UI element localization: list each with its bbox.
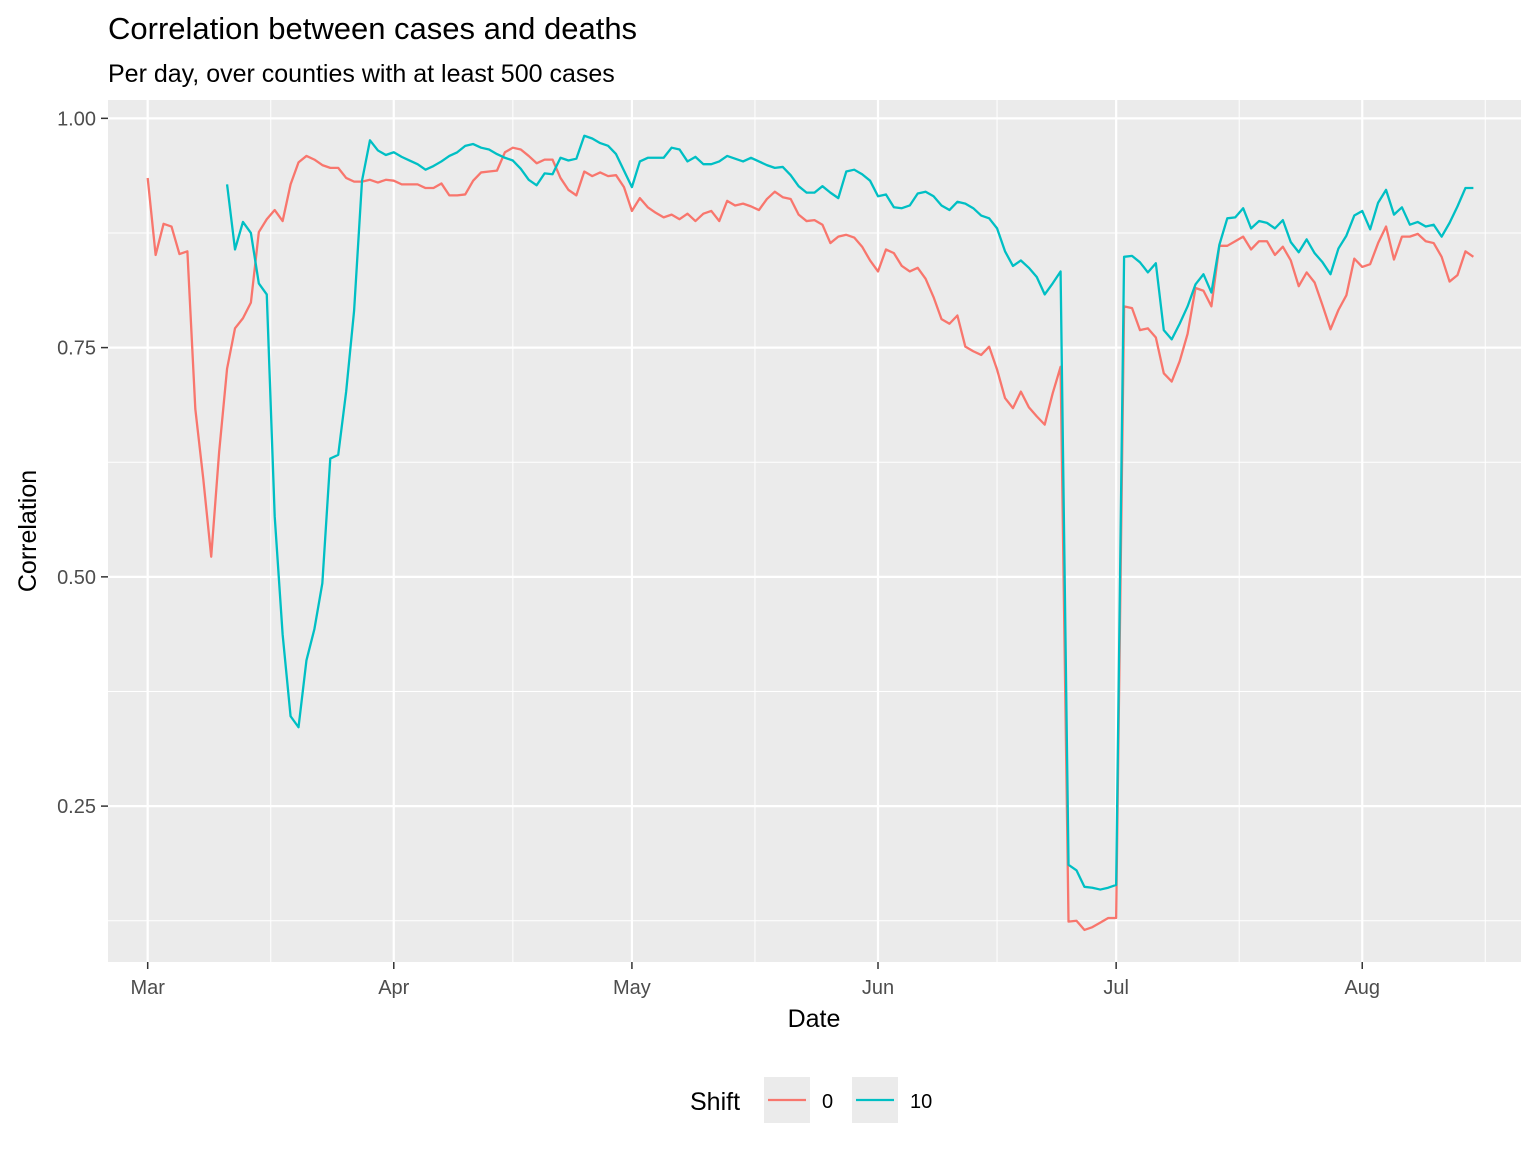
legend-label: 0 bbox=[822, 1091, 833, 1113]
y-tick-label: 0.25 bbox=[57, 796, 96, 818]
y-axis-title: Correlation bbox=[14, 470, 42, 592]
series-lines bbox=[146, 134, 1475, 932]
grid-lines bbox=[108, 100, 1521, 962]
x-tick-label: Aug bbox=[1344, 977, 1380, 999]
plot-panel bbox=[108, 100, 1521, 962]
y-tick-label: 0.75 bbox=[57, 338, 96, 360]
x-tick-label: Apr bbox=[378, 977, 409, 999]
legend-item-10: 10 bbox=[852, 1077, 932, 1123]
chart-subtitle: Per day, over counties with at least 500… bbox=[108, 60, 615, 88]
x-tick-label: Jun bbox=[862, 977, 894, 999]
series-line-0 bbox=[146, 146, 1475, 932]
chart-title: Correlation between cases and deaths bbox=[108, 11, 637, 46]
x-tick-label: May bbox=[613, 977, 651, 999]
series-line-10 bbox=[225, 134, 1474, 891]
legend-title: Shift bbox=[690, 1088, 740, 1116]
y-tick-label: 1.00 bbox=[57, 108, 96, 130]
legend-label: 10 bbox=[910, 1091, 932, 1113]
y-axis: 0.25 0.50 0.75 1.00 bbox=[57, 108, 108, 818]
x-axis-title: Date bbox=[788, 1005, 841, 1033]
x-tick-label: Mar bbox=[130, 977, 165, 999]
x-tick-label: Jul bbox=[1103, 977, 1129, 999]
x-axis: Mar Apr May Jun Jul Aug bbox=[130, 962, 1380, 999]
y-tick-label: 0.50 bbox=[57, 567, 96, 589]
legend: Shift 0 10 bbox=[690, 1077, 932, 1123]
legend-item-0: 0 bbox=[764, 1077, 833, 1123]
